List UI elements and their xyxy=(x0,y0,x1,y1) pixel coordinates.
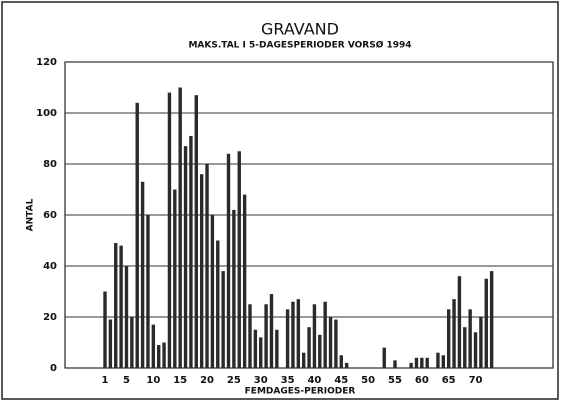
bar xyxy=(409,362,413,368)
bar xyxy=(226,153,231,368)
bar xyxy=(312,304,317,368)
bar xyxy=(463,327,467,368)
bar xyxy=(205,164,209,368)
bar xyxy=(489,271,494,368)
x-tick-label: 15 xyxy=(173,375,187,386)
bar xyxy=(452,299,456,368)
bar xyxy=(259,337,263,368)
x-tick-label: 1 xyxy=(102,375,109,386)
x-axis-label: FEMDAGES-PERIODER xyxy=(245,387,356,397)
bar xyxy=(221,271,225,368)
bar xyxy=(157,345,161,368)
x-tick-label: 70 xyxy=(469,375,483,386)
bar xyxy=(162,342,166,368)
bar xyxy=(216,240,220,368)
bar xyxy=(199,174,204,368)
bar xyxy=(242,194,247,368)
y-tick-label: 20 xyxy=(43,312,57,323)
bar xyxy=(318,334,322,368)
x-tick-label: 45 xyxy=(334,375,348,386)
bar xyxy=(103,291,107,368)
x-tick-label: 40 xyxy=(307,375,321,386)
bar xyxy=(232,209,236,368)
bar xyxy=(291,301,295,368)
bar xyxy=(323,301,327,368)
bar xyxy=(253,329,258,368)
bar xyxy=(130,317,134,368)
bar xyxy=(194,95,198,369)
x-tick-label: 50 xyxy=(361,375,375,386)
bar xyxy=(140,181,145,368)
bar xyxy=(269,294,274,368)
x-tick-label: 25 xyxy=(227,375,241,386)
bar xyxy=(339,355,343,368)
bar xyxy=(151,324,156,368)
bar xyxy=(334,319,338,368)
bar xyxy=(436,352,440,368)
chart-subtitle: MAKS.TAL I 5-DAGESPERIODER VORSØ 1994 xyxy=(188,40,411,51)
bar xyxy=(484,278,488,368)
bar xyxy=(457,276,462,368)
y-tick-label: 100 xyxy=(36,108,57,119)
bar xyxy=(420,357,424,368)
bar xyxy=(135,102,139,369)
x-tick-label: 10 xyxy=(146,375,160,386)
y-tick-label: 60 xyxy=(43,210,57,221)
x-tick-label: 30 xyxy=(254,375,268,386)
bar xyxy=(414,357,419,368)
y-tick-label: 80 xyxy=(43,159,57,170)
bar xyxy=(307,327,311,368)
bar xyxy=(382,347,386,368)
bar xyxy=(189,135,193,368)
bar xyxy=(468,309,472,368)
x-tick-label: 20 xyxy=(200,375,214,386)
bar xyxy=(479,317,483,368)
bar xyxy=(285,309,290,368)
bar xyxy=(146,215,150,368)
bar xyxy=(344,362,349,368)
bar xyxy=(237,151,241,368)
x-tick-label: 65 xyxy=(442,375,456,386)
bar xyxy=(114,243,118,368)
bar xyxy=(248,304,252,368)
bar xyxy=(173,189,177,368)
bar xyxy=(473,332,478,368)
bar xyxy=(108,319,113,368)
bar xyxy=(178,87,182,368)
bar xyxy=(393,360,397,368)
y-tick-label: 0 xyxy=(50,363,57,374)
x-tick-label: 55 xyxy=(388,375,402,386)
bar xyxy=(446,309,451,368)
y-tick-label: 40 xyxy=(43,261,57,272)
bar xyxy=(124,266,129,368)
x-tick-label: 35 xyxy=(281,375,295,386)
bar xyxy=(441,355,446,368)
bar xyxy=(328,317,333,368)
y-tick-label: 120 xyxy=(36,57,57,68)
chart-title: GRAVAND xyxy=(261,20,339,39)
bar xyxy=(301,352,306,368)
x-tick-label: 60 xyxy=(415,375,429,386)
bar xyxy=(264,304,268,368)
bar xyxy=(183,146,188,368)
bar xyxy=(210,215,215,368)
bar xyxy=(167,92,172,368)
bar xyxy=(296,299,301,368)
y-axis-label: ANTAL xyxy=(26,198,36,231)
bar xyxy=(119,245,123,368)
x-tick-label: 5 xyxy=(123,375,130,386)
bar xyxy=(275,329,279,368)
bar xyxy=(425,357,429,368)
